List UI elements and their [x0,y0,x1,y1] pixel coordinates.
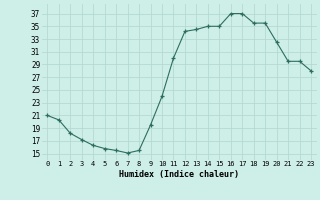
X-axis label: Humidex (Indice chaleur): Humidex (Indice chaleur) [119,170,239,179]
